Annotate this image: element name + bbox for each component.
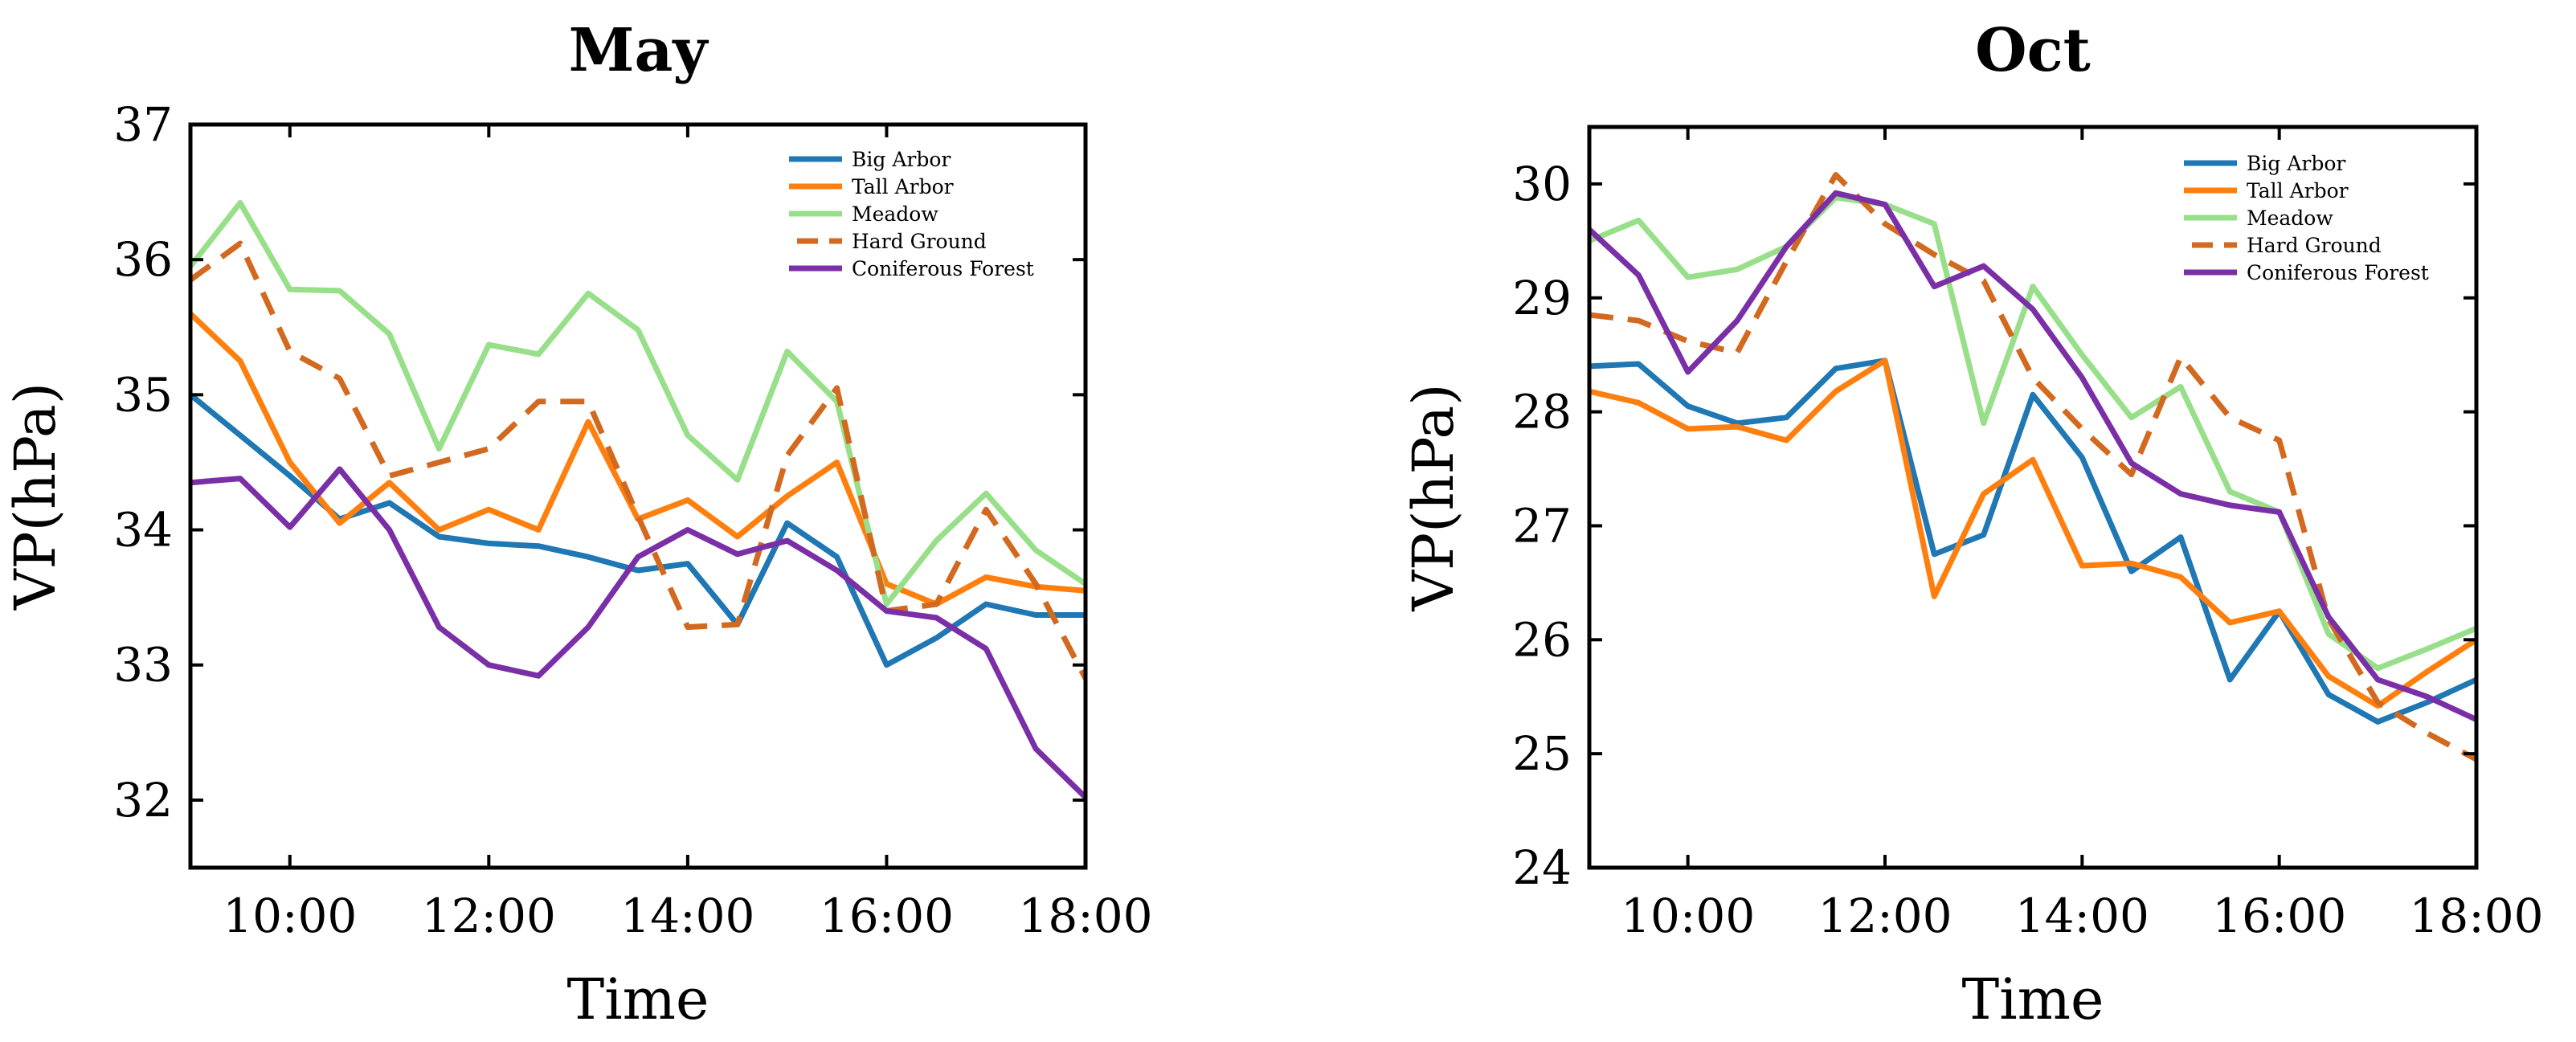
x-tick-label: 10:00 [223,889,357,943]
legend-label: Coniferous Forest [2247,261,2429,284]
series-line-hard-ground [190,240,1086,680]
plot-frame [188,122,1088,870]
x-tick-label: 18:00 [1018,889,1152,943]
x-tick-label: 18:00 [2409,889,2543,943]
series-line-meadow [1589,194,2476,672]
y-tick-label: 30 [1512,157,1572,211]
x-tick-label: 14:00 [2015,889,2149,943]
y-tick-label: 33 [113,638,173,693]
y-tick-label: 26 [1512,612,1572,667]
y-axis-label: VP(hPa) [2,382,68,611]
legend: Big Arbor Tall Arbor Meadow Hard Ground Coni… [789,148,1034,280]
x-axis-label: Time [567,966,709,1032]
y-tick-label: 32 [113,773,173,827]
series-line-coniferous-forest [1589,190,2476,722]
plot-frame [1587,125,2479,870]
x-tick-label: 16:00 [2212,889,2346,943]
y-tick-label: 25 [1512,726,1572,781]
y-axis-label: VP(hPa) [1400,383,1466,611]
series-line-coniferous-forest [190,466,1086,800]
oct-chart: Oct 10:00 12:00 14:00 16:00 18:00 24 25 26 27 28 29… [1400,16,2544,1032]
legend-label: Meadow [852,202,938,226]
x-tick-label: 14:00 [620,889,754,943]
x-tick-label: 12:00 [422,889,556,943]
y-tick-label: 24 [1512,840,1572,895]
chart-title: Oct [1975,16,2091,85]
y-tick-label: 36 [113,232,173,287]
legend-label: Tall Arbor [852,175,954,198]
y-tick-label: 37 [113,97,173,152]
series-group [1589,172,2476,762]
legend-label: Tall Arbor [2247,179,2349,202]
y-tick-label: 29 [1512,271,1572,325]
legend-label: Meadow [2247,206,2333,230]
legend-label: Hard Ground [852,230,987,253]
may-chart: May 10:00 12:00 14:00 16:00 18:00 32 33 34 35 36 37… [2,16,1153,1032]
y-tick-label: 34 [113,503,173,558]
x-tick-label: 16:00 [820,889,954,943]
y-tick-label: 27 [1512,498,1572,553]
legend: Big Arbor Tall Arbor Meadow Hard Ground Coni… [2184,152,2429,284]
x-axis-label: Time [1962,966,2104,1032]
x-tick-label: 10:00 [1621,889,1755,943]
series-line-big-arbor [1589,358,2476,725]
y-tick-label: 28 [1512,385,1572,439]
series-line-tall-arbor [1589,358,2476,709]
legend-label: Hard Ground [2247,234,2382,257]
y-tick-label: 35 [113,367,173,422]
series-line-meadow [190,200,1086,607]
chart-title: May [569,16,709,85]
series-group [190,200,1086,800]
x-tick-label: 12:00 [1818,889,1952,943]
legend-label: Big Arbor [2247,152,2345,175]
legend-label: Big Arbor [852,148,951,171]
legend-label: Coniferous Forest [852,257,1034,280]
